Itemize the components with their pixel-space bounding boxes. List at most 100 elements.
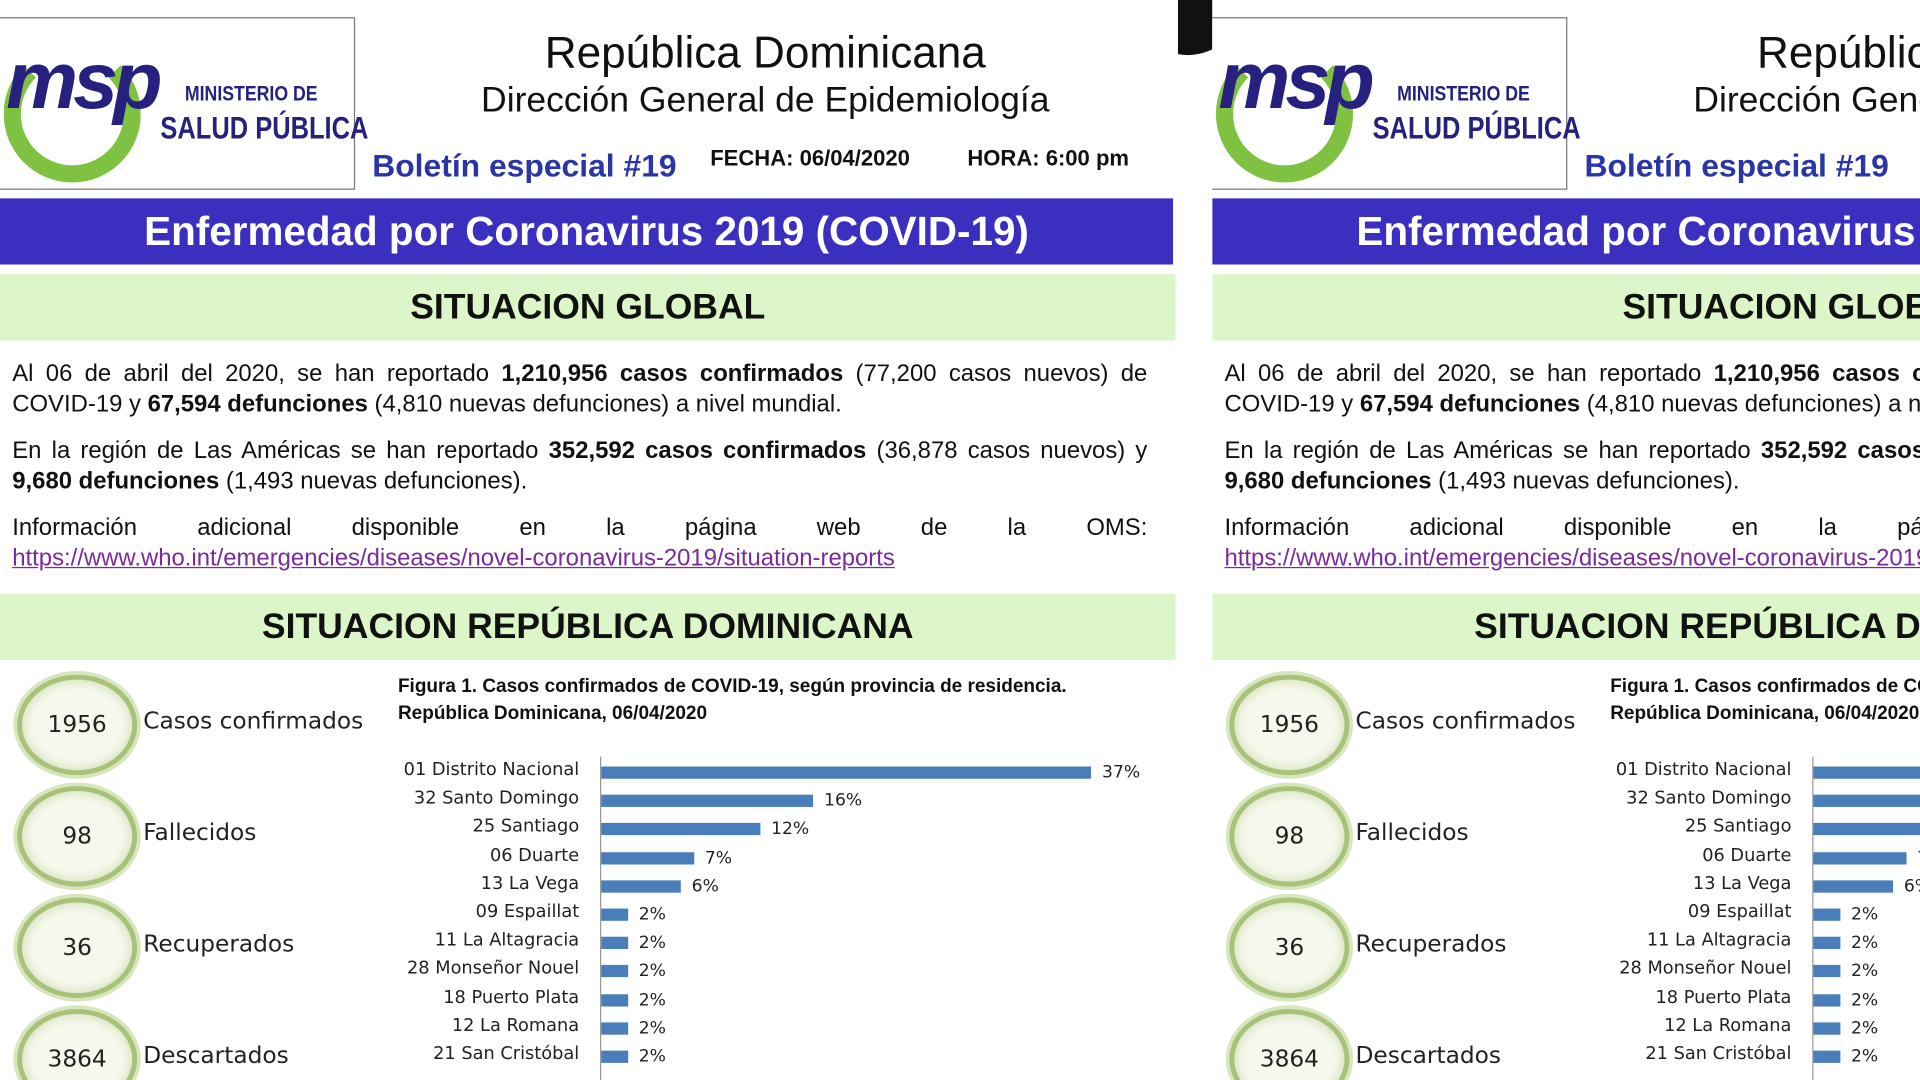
logo-line1: MINISTERIO DE bbox=[1397, 82, 1530, 106]
category-label: 18 Puerto Plata bbox=[443, 987, 580, 1008]
text: (77,200 casos nuevos) de COVID-19 y bbox=[1224, 390, 1354, 418]
value-label: 12% bbox=[771, 819, 810, 840]
text: (1,493 nuevas defunciones). bbox=[219, 467, 528, 495]
category-label: 28 Monseñor Nouel bbox=[1619, 959, 1792, 979]
bold-text: 1,210,956 casos confirmados bbox=[1713, 360, 1920, 387]
category-label: 18 Puerto Plata bbox=[1655, 987, 1792, 1008]
bar bbox=[1813, 908, 1840, 921]
category-labels: 01 Distrito Nacional 32 Santo Domingo 25 S… bbox=[1547, 0, 1792, 1080]
bulletin-number: Boletín especial #19 bbox=[1584, 146, 1889, 184]
bar bbox=[601, 851, 694, 864]
category-label: 13 La Vega bbox=[480, 874, 580, 894]
section-heading: SITUACION GLOBAL bbox=[1212, 274, 1920, 341]
value-label: 7% bbox=[704, 848, 733, 868]
value-label: 6% bbox=[1903, 876, 1920, 897]
subtitle: Dirección General de Epidemiología bbox=[1693, 80, 1920, 121]
bar bbox=[1813, 1050, 1840, 1063]
category-label: 11 La Altagracia bbox=[1646, 930, 1792, 951]
value-label: 2% bbox=[638, 961, 666, 982]
stat-circle: 3864 bbox=[1229, 1008, 1350, 1080]
bold-text: 1,210,956 casos confirmados bbox=[501, 360, 844, 387]
bold-text: 352,592 casos confirmados bbox=[548, 437, 867, 465]
link[interactable]: https://www.who.int/emergencies/diseases… bbox=[12, 544, 895, 572]
category-label: 25 Santiago bbox=[1684, 817, 1792, 837]
stat-circle: 3864 bbox=[17, 1008, 138, 1080]
value-label: 2% bbox=[638, 904, 666, 925]
stat-circle: 1956 bbox=[17, 674, 138, 776]
stat-label: Descartados bbox=[1355, 1042, 1501, 1069]
value-label: 2% bbox=[638, 1046, 666, 1067]
paragraph: En la región de Las Américas se han repo… bbox=[1224, 436, 1920, 497]
stat-label: Fallecidos bbox=[143, 819, 257, 847]
category-label: 11 La Altagracia bbox=[434, 930, 580, 951]
bar bbox=[601, 794, 814, 808]
bar bbox=[601, 1022, 628, 1035]
axis-line bbox=[1812, 756, 1814, 1080]
value-label: 7% bbox=[1917, 848, 1920, 868]
figure-title: Figura 1. Casos confirmados de COVID-19,… bbox=[1610, 675, 1920, 724]
stat-label: Casos confirmados bbox=[143, 707, 364, 735]
text: (1,493 nuevas defunciones). bbox=[1431, 467, 1740, 495]
logo-line2: SALUD PÚBLICA bbox=[160, 108, 369, 146]
bulletin-number: Boletín especial #19 bbox=[372, 146, 677, 184]
bar bbox=[601, 908, 628, 921]
banner: Enfermedad por Coronavirus 2019 (COVID-1… bbox=[1212, 198, 1920, 265]
bar bbox=[1813, 880, 1893, 893]
paragraph: En la región de Las Américas se han repo… bbox=[12, 436, 1147, 497]
category-label: 09 Espaillat bbox=[475, 902, 580, 923]
value-label: 2% bbox=[638, 1018, 666, 1039]
category-label: 01 Distrito Nacional bbox=[403, 760, 580, 781]
bar bbox=[601, 823, 761, 836]
category-label: 21 San Cristóbal bbox=[433, 1044, 580, 1065]
value-label: 2% bbox=[1850, 990, 1879, 1010]
logo-line2: SALUD PÚBLICA bbox=[1372, 108, 1581, 146]
value-label: 2% bbox=[638, 990, 666, 1010]
category-label: 32 Santo Domingo bbox=[1626, 788, 1792, 809]
category-label: 01 Distrito Nacional bbox=[1615, 760, 1792, 781]
category-label: 25 Santiago bbox=[472, 817, 580, 837]
axis-line bbox=[600, 756, 602, 1080]
stat-circle: 36 bbox=[1229, 897, 1350, 998]
category-label: 13 La Vega bbox=[1692, 874, 1792, 894]
date: FECHA: 06/04/2020 bbox=[710, 145, 910, 171]
stat-label: Casos confirmados bbox=[1355, 707, 1576, 735]
logo: msp MINISTERIO DE SALUD PÚBLICA bbox=[0, 17, 368, 190]
bold-text: 9,680 defunciones bbox=[12, 467, 220, 495]
paragraph: Información adicional disponible en la p… bbox=[12, 513, 1147, 574]
bar bbox=[601, 1050, 628, 1063]
text: Información adicional disponible en la p… bbox=[12, 514, 1148, 542]
bold-text: 352,592 casos confirmados bbox=[1760, 437, 1920, 465]
category-label: 06 Duarte bbox=[489, 845, 580, 866]
section-heading: SITUACION GLOBAL bbox=[0, 274, 1176, 341]
category-label: 09 Espaillat bbox=[1687, 902, 1792, 923]
text: (4,810 nuevas defunciones) a nivel mundi… bbox=[367, 390, 842, 418]
paragraph: Al 06 de abril del 2020, se han reportad… bbox=[1224, 359, 1920, 420]
logo-mark: msp bbox=[6, 34, 162, 125]
bar bbox=[1813, 766, 1920, 779]
category-label: 12 La Romana bbox=[451, 1016, 580, 1036]
title: República Dominicana bbox=[1757, 26, 1920, 78]
stat-label: Recuperados bbox=[143, 930, 295, 958]
stat-circle: 98 bbox=[1229, 786, 1350, 887]
bar bbox=[1813, 1022, 1840, 1035]
text: En la región de Las Américas se han repo… bbox=[1224, 437, 1761, 465]
banner: Enfermedad por Coronavirus 2019 (COVID-1… bbox=[0, 198, 1174, 265]
bar bbox=[1813, 794, 1920, 808]
stat-label: Descartados bbox=[143, 1042, 289, 1069]
link[interactable]: https://www.who.int/emergencies/diseases… bbox=[1224, 544, 1920, 572]
paragraph: Al 06 de abril del 2020, se han reportad… bbox=[12, 359, 1147, 420]
stat-circle: 1956 bbox=[1229, 674, 1350, 776]
bar bbox=[601, 993, 628, 1007]
stat-label: Recuperados bbox=[1355, 930, 1507, 958]
category-labels: 01 Distrito Nacional 32 Santo Domingo 25 S… bbox=[334, 0, 580, 1080]
category-label: 32 Santo Domingo bbox=[413, 788, 580, 809]
bar bbox=[601, 880, 681, 893]
text: (36,878 casos nuevos) y bbox=[866, 437, 1148, 465]
text: Al 06 de abril del 2020, se han reportad… bbox=[12, 360, 502, 387]
bar bbox=[1813, 936, 1840, 950]
subtitle: Dirección General de Epidemiología bbox=[481, 80, 1050, 121]
section-heading: SITUACION REPÚBLICA DOMINICANA bbox=[1212, 593, 1920, 661]
value-label: 2% bbox=[1850, 961, 1879, 982]
